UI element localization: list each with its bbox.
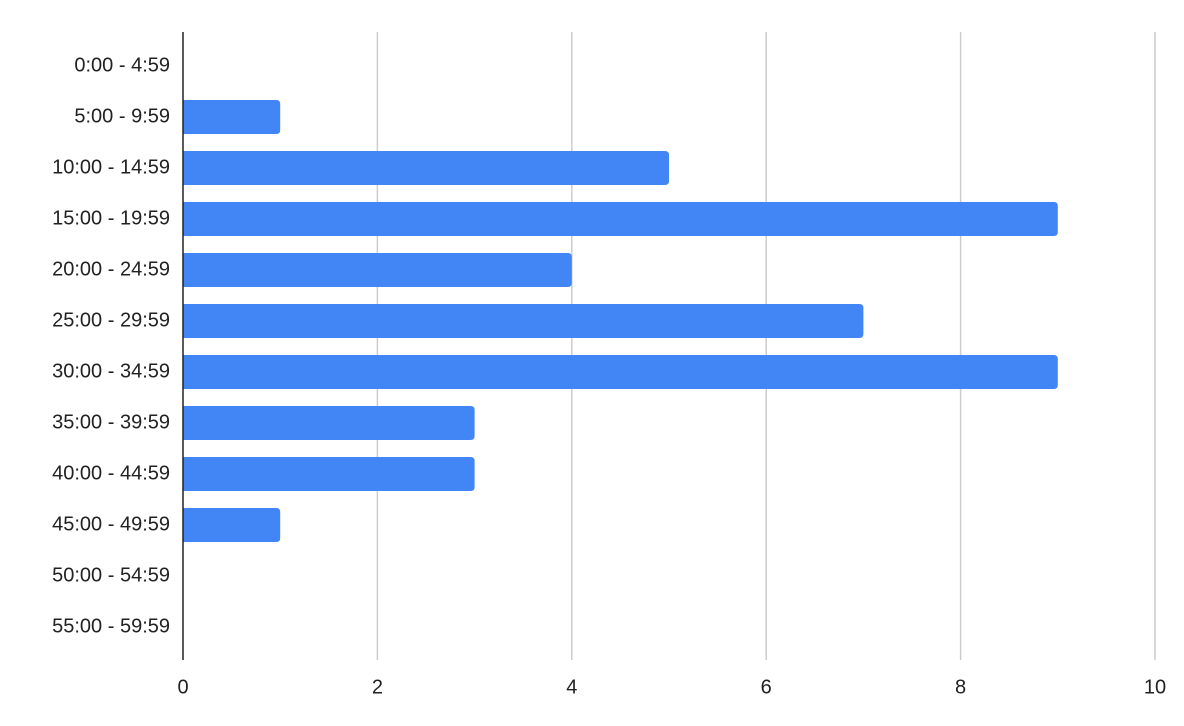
x-tick-label: 0 — [177, 676, 188, 698]
x-tick-label: 8 — [955, 676, 966, 698]
y-tick-label: 5:00 - 9:59 — [74, 105, 170, 127]
y-tick-label: 35:00 - 39:59 — [52, 411, 170, 433]
bar — [183, 355, 1058, 389]
y-tick-label: 45:00 - 49:59 — [52, 513, 170, 535]
y-tick-label: 10:00 - 14:59 — [52, 156, 170, 178]
y-tick-label: 55:00 - 59:59 — [52, 615, 170, 637]
bar — [183, 457, 475, 491]
y-tick-label: 25:00 - 29:59 — [52, 309, 170, 331]
y-tick-label: 30:00 - 34:59 — [52, 360, 170, 382]
x-tick-label: 10 — [1144, 676, 1166, 698]
bar — [183, 253, 572, 287]
bar — [183, 151, 669, 185]
bar — [183, 304, 864, 338]
y-tick-label: 15:00 - 19:59 — [52, 207, 170, 229]
y-tick-label: 40:00 - 44:59 — [52, 462, 170, 484]
bar — [183, 406, 475, 440]
bar — [183, 100, 281, 134]
x-tick-label: 6 — [761, 676, 772, 698]
y-tick-label: 50:00 - 54:59 — [52, 564, 170, 586]
x-tick-label: 4 — [566, 676, 577, 698]
bar — [183, 508, 281, 542]
y-tick-label: 0:00 - 4:59 — [74, 54, 170, 76]
x-tick-label: 2 — [372, 676, 383, 698]
y-tick-label: 20:00 - 24:59 — [52, 258, 170, 280]
bar — [183, 202, 1058, 236]
